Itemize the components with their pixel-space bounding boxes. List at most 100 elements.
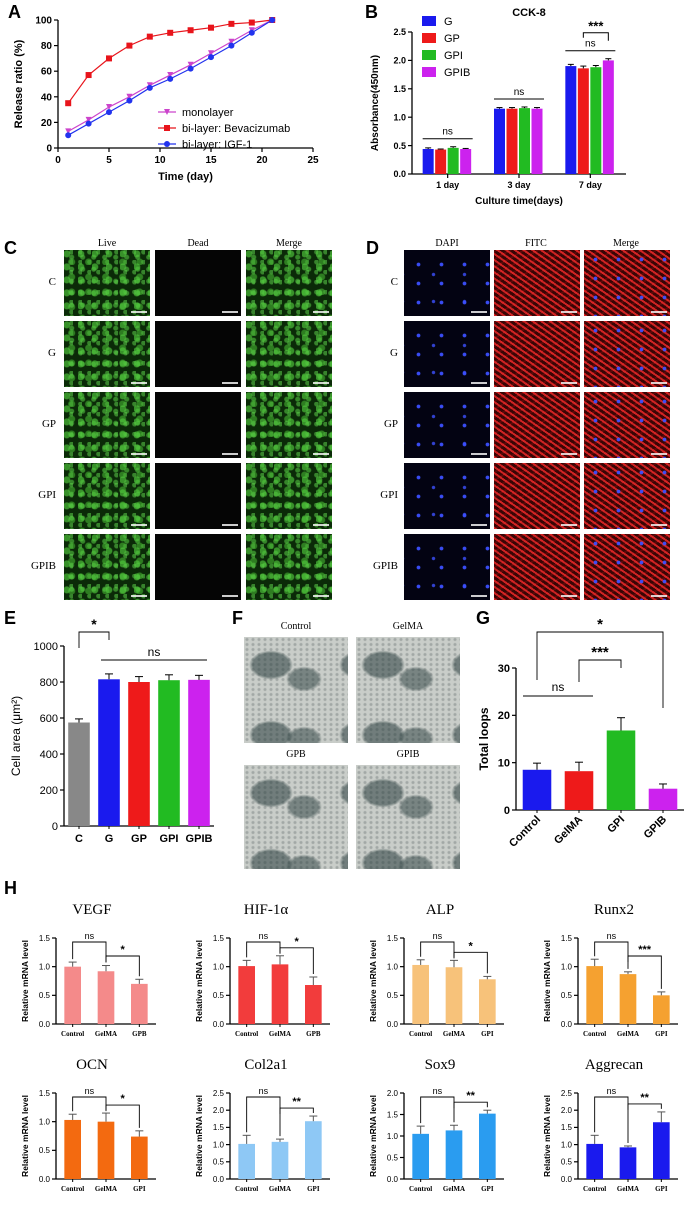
significance-bracket <box>279 947 314 974</box>
significance-label: * <box>597 616 603 633</box>
significance-label: ** <box>292 1096 301 1108</box>
panel-label-g: G <box>476 608 491 628</box>
chart-title: CCK-8 <box>512 7 546 19</box>
data-point <box>208 50 214 57</box>
cytoskeleton-micrograph <box>404 463 490 529</box>
col-label-dead: Dead <box>187 238 209 249</box>
data-point <box>164 141 170 147</box>
data-point <box>228 38 235 45</box>
y-tick-label: 0.0 <box>393 169 406 179</box>
col-label-dapi: DAPI <box>435 238 459 249</box>
bar <box>422 149 434 174</box>
cytoskeleton-micrograph <box>584 463 670 529</box>
cytoskeleton-micrograph <box>584 250 670 316</box>
bar <box>305 985 322 1024</box>
panel-label-f: F <box>232 608 243 628</box>
x-tick-label: GPI <box>481 1030 494 1038</box>
live-dead-micrograph <box>246 392 332 458</box>
y-tick-label: 100 <box>35 16 52 27</box>
y-axis-label: Cell area (μm²) <box>9 696 23 776</box>
bar <box>158 680 180 826</box>
cytoskeleton-row-label: GP <box>383 418 398 430</box>
data-point <box>167 72 174 79</box>
cytoskeleton-row-label: C <box>390 276 398 288</box>
live-dead-micrograph <box>155 321 241 387</box>
legend-swatch <box>422 50 436 60</box>
y-tick-label: 0.0 <box>213 1175 225 1184</box>
data-point <box>187 61 194 68</box>
data-point <box>228 42 235 49</box>
y-axis-label: Relative mRNA level <box>20 1095 30 1177</box>
significance-label: ns <box>442 127 453 138</box>
live-dead-row-label: G <box>48 347 56 359</box>
live-dead-staining-grid: Live Dead Merge C G GP GPI GPIB <box>0 238 350 600</box>
cell-area-bar-chart: 0 200 400 600 800 1000 C G GP GPI GPIB Cell area (μ… <box>9 616 214 845</box>
significance-label: ns <box>85 931 95 941</box>
y-tick-label: 0.5 <box>387 1153 399 1162</box>
y-tick-label: 1000 <box>34 641 58 653</box>
x-tick-label: GPI <box>307 1185 320 1193</box>
x-tick-label: GelMA <box>95 1030 117 1038</box>
significance-bracket <box>536 631 664 708</box>
y-tick-label: 0.0 <box>39 1020 51 1029</box>
significance-bracket <box>594 941 629 969</box>
y-tick-label: 0.0 <box>39 1175 51 1184</box>
y-tick-label: 0 <box>46 144 52 155</box>
live-dead-micrograph <box>246 321 332 387</box>
legend-label: monolayer <box>182 107 234 119</box>
legend-swatch <box>422 33 436 43</box>
x-tick-label: G <box>105 833 114 845</box>
y-tick-label: 1.0 <box>213 1140 225 1149</box>
bar <box>271 964 289 1024</box>
x-tick-label: GelMA <box>269 1030 291 1038</box>
data-point <box>164 125 170 131</box>
bar <box>565 66 577 174</box>
y-tick-label: 2.0 <box>213 1106 225 1115</box>
cytoskeleton-staining-grid: DAPI FITC Merge C G GP GPI GPIB <box>355 238 699 600</box>
bar <box>131 983 148 1024</box>
tube-formation-images: Control GelMA GPB GPIB <box>238 615 468 870</box>
bar <box>606 730 636 810</box>
bar <box>412 964 429 1024</box>
cytoskeleton-row-label: GPI <box>380 489 398 501</box>
significance-bracket <box>420 941 455 958</box>
significance-label: ns <box>433 1086 443 1096</box>
cytoskeleton-micrograph <box>404 250 490 316</box>
x-tick-label: GPIB <box>642 814 670 842</box>
y-axis-label: Absorbance(450nm) <box>370 55 381 151</box>
series-bi-layer-bevacizumab <box>65 17 276 107</box>
scale-bar <box>651 524 667 526</box>
bar <box>412 1133 429 1179</box>
x-tick-label: GelMA <box>552 814 585 847</box>
live-dead-row-label: GPI <box>38 489 56 501</box>
significance-label: ns <box>552 680 565 694</box>
bar <box>602 60 614 174</box>
y-tick-label: 0.5 <box>387 991 399 1000</box>
cytoskeleton-micrograph <box>584 392 670 458</box>
y-axis-label: Release ratio (%) <box>13 39 25 128</box>
bar <box>522 769 552 810</box>
release-ratio-line-chart: 0 20 40 60 80 100 0 5 10 15 20 25 Time (day) Release … <box>13 16 319 184</box>
brightfield-image-control <box>244 637 348 743</box>
image-label-gpib: GPIB <box>396 749 420 760</box>
scale-bar <box>222 311 238 313</box>
bar <box>619 974 637 1024</box>
x-tick-label: Control <box>235 1185 258 1193</box>
scale-bar <box>471 595 487 597</box>
mrna-chart-hif-1-: HIF-1α 0.0 0.5 1.0 1.5 Control GelMA GPB Relativ… <box>194 902 330 1038</box>
x-tick-label: Control <box>235 1030 258 1038</box>
panel-label-a: A <box>8 2 21 22</box>
scale-bar <box>131 311 147 313</box>
brightfield-image-gpb <box>244 765 348 869</box>
scale-bar <box>471 311 487 313</box>
bar <box>479 1113 496 1179</box>
x-tick-label: 10 <box>154 155 166 166</box>
panel-label-e: E <box>4 608 17 628</box>
x-tick-label: 7 day <box>579 180 602 190</box>
bar <box>564 771 594 810</box>
y-tick-label: 1.5 <box>39 934 51 943</box>
cytoskeleton-micrograph <box>584 321 670 387</box>
significance-bracket <box>105 1104 140 1128</box>
y-tick-label: 0.5 <box>561 991 573 1000</box>
data-point <box>146 33 153 40</box>
